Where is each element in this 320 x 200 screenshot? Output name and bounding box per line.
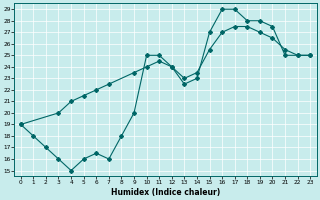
X-axis label: Humidex (Indice chaleur): Humidex (Indice chaleur): [111, 188, 220, 197]
